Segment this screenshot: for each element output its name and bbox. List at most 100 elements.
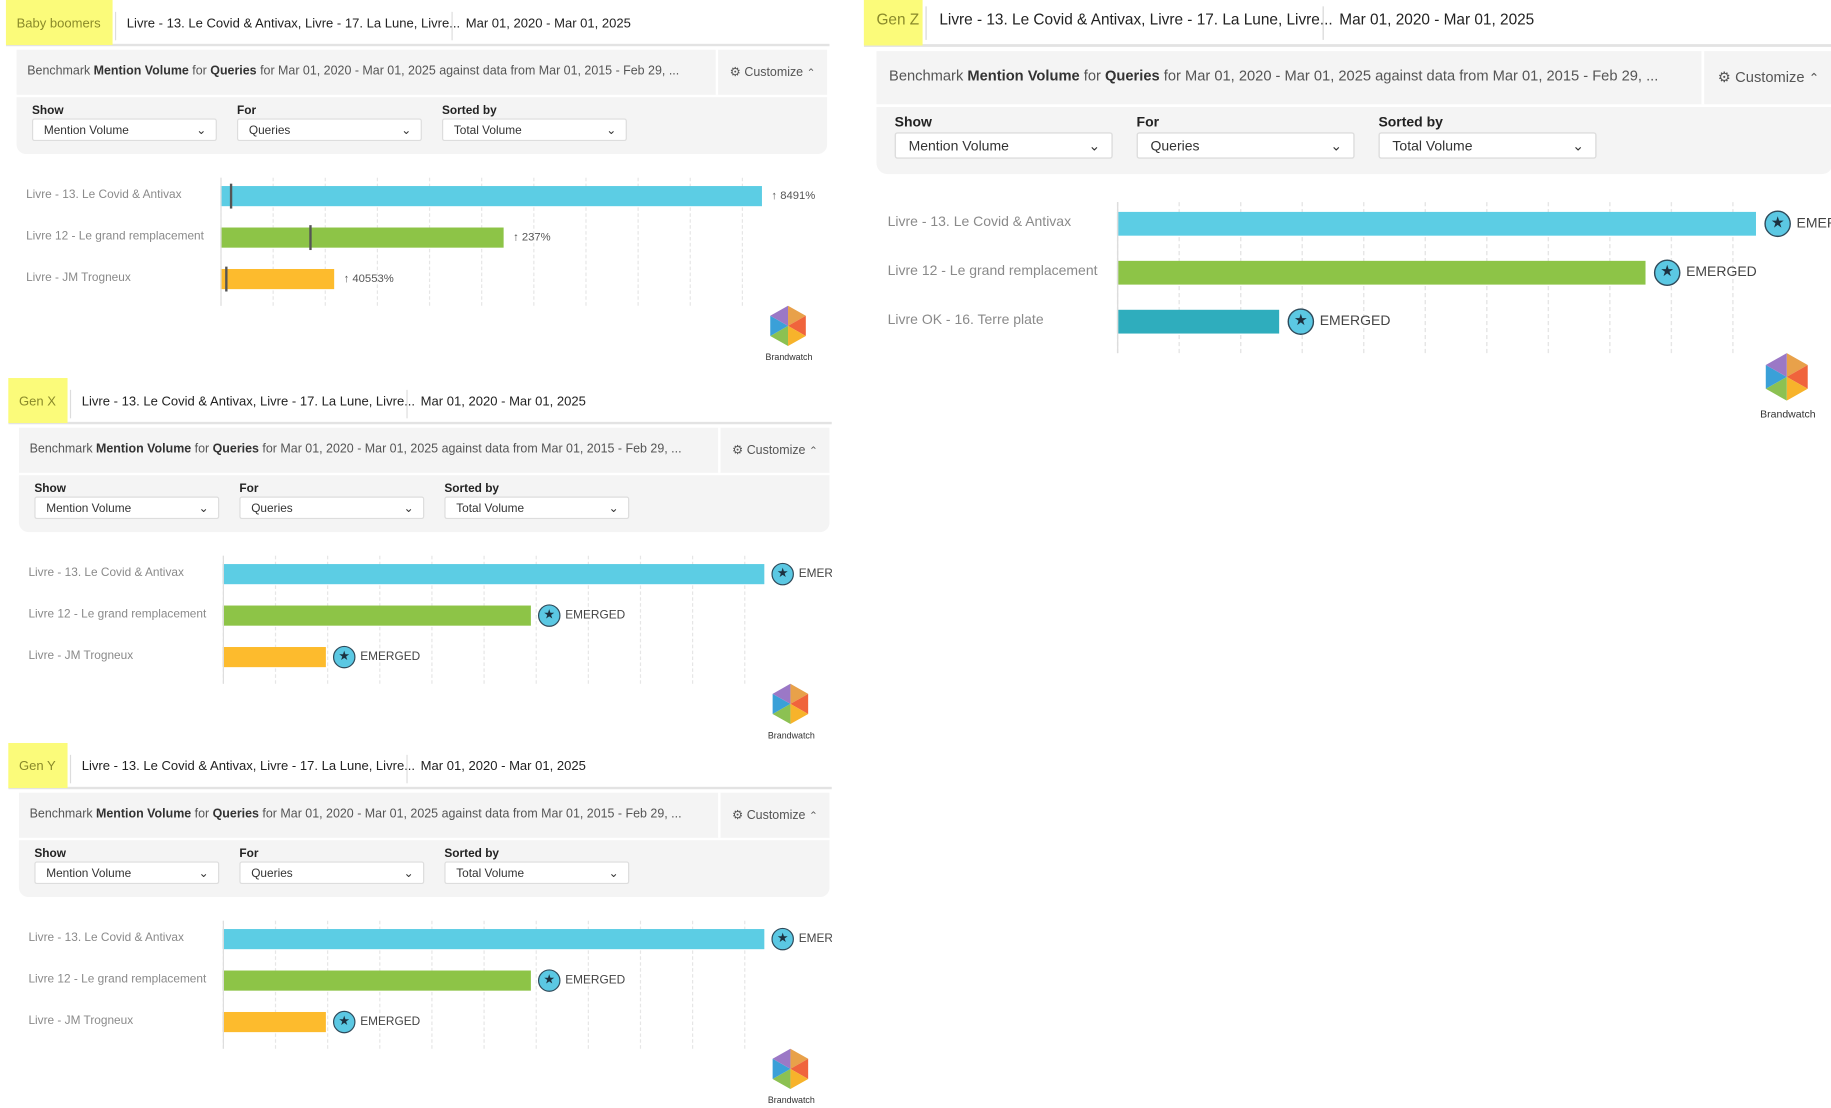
gridline xyxy=(744,920,746,1049)
emerged-label: EMER xyxy=(798,932,832,946)
dashboard: Benchmark Mention Volume for Queries for… xyxy=(5,0,1831,1106)
for-select-value: Queries xyxy=(251,867,293,881)
sorted-select[interactable]: Total Volume ⌄ xyxy=(1378,132,1597,159)
tab-segment[interactable]: Gen X xyxy=(18,394,56,409)
bar-livre-12-le-grand-remplacement[interactable] xyxy=(222,970,531,991)
benchmark-subject: Queries xyxy=(212,806,259,822)
panel-body: Benchmark Mention Volume for Queries for… xyxy=(8,752,832,1108)
emerged-badge: ★ EMERGED xyxy=(1287,308,1391,335)
emerged-badge: ★ EMERGED xyxy=(1653,259,1757,287)
change-label: ↑ 8491% xyxy=(771,189,816,203)
tab-queries[interactable]: Livre - 13. Le Covid & Antivax, Livre - … xyxy=(81,759,416,774)
row-label: Livre - 13. Le Covid & Antivax xyxy=(28,931,184,945)
benchmark-metric: Mention Volume xyxy=(93,63,189,79)
show-select[interactable]: Mention Volume ⌄ xyxy=(894,132,1113,159)
benchmark-header: Benchmark Mention Volume for Queries for… xyxy=(18,792,830,838)
for-select[interactable]: Queries ⌄ xyxy=(239,861,425,885)
sorted-select[interactable]: Total Volume ⌄ xyxy=(442,118,627,142)
tab-segment[interactable]: Gen Z xyxy=(876,11,920,29)
bar-livre-jm-trogneux[interactable] xyxy=(222,647,326,668)
customize-controls: Show Mention Volume ⌄ For Queries ⌄ Sorted by T… xyxy=(18,475,830,533)
show-select-value: Mention Volume xyxy=(908,139,1009,155)
benchmark-prefix: Benchmark xyxy=(889,67,968,85)
tab-date-range[interactable]: Mar 01, 2020 - Mar 01, 2025 xyxy=(1339,11,1535,29)
benchmark-suffix: for Mar 01, 2020 - Mar 01, 2025 against … xyxy=(1159,67,1659,85)
bar-livre-13-le-covid-antivax[interactable] xyxy=(222,564,765,585)
sorted-label: Sorted by xyxy=(1378,115,1443,131)
bar-livre-jm-trogneux[interactable] xyxy=(222,1011,326,1033)
sorted-select[interactable]: Total Volume ⌄ xyxy=(444,861,630,885)
bar-livre-12-le-grand-remplacement[interactable] xyxy=(1116,260,1646,285)
chevron-down-icon: ⌄ xyxy=(196,124,207,138)
tab-segment[interactable]: Baby boomers xyxy=(16,16,101,31)
gridline xyxy=(639,920,642,1049)
sorted-label: Sorted by xyxy=(442,104,497,118)
gridline xyxy=(1732,202,1734,354)
for-select[interactable]: Queries ⌄ xyxy=(239,496,425,520)
row-label: Livre OK - 16. Terre plate xyxy=(887,312,1044,328)
emerged-label: EMER xyxy=(798,567,832,581)
tab-date-range[interactable]: Mar 01, 2020 - Mar 01, 2025 xyxy=(465,16,631,31)
brandwatch-logo-icon xyxy=(767,305,810,348)
bar-livre-ok-16-terre-plate[interactable] xyxy=(1116,309,1280,334)
benchmark-header: Benchmark Mention Volume for Queries for… xyxy=(876,51,1831,105)
emerged-badge: ★ EMER xyxy=(771,562,832,586)
bar-livre-jm-trogneux[interactable] xyxy=(220,268,335,290)
chevron-down-icon: ⌄ xyxy=(1088,139,1101,155)
panel-gen-z: Benchmark Mention Volume for Queries for… xyxy=(863,0,1831,423)
show-select[interactable]: Mention Volume ⌄ xyxy=(34,496,220,520)
tab-separator xyxy=(69,389,72,419)
for-label: For xyxy=(236,104,257,118)
for-select[interactable]: Queries ⌄ xyxy=(236,118,422,142)
tab-queries[interactable]: Livre - 13. Le Covid & Antivax, Livre - … xyxy=(126,16,461,31)
sorted-select-value: Total Volume xyxy=(453,124,522,138)
emerged-label: EMERGED xyxy=(1319,313,1391,330)
customize-button[interactable]: ⚙ Customize ⌃ xyxy=(718,792,829,838)
tab-segment[interactable]: Gen Y xyxy=(18,759,56,774)
tab-queries[interactable]: Livre - 13. Le Covid & Antivax, Livre - … xyxy=(939,11,1333,29)
chart-axis xyxy=(222,555,224,684)
row-label: Livre - 13. Le Covid & Antivax xyxy=(887,214,1072,231)
benchmark-for: for xyxy=(188,63,211,79)
chart-axis xyxy=(220,177,222,306)
bar-livre-12-le-grand-remplacement[interactable] xyxy=(222,605,531,626)
for-select[interactable]: Queries ⌄ xyxy=(1136,132,1355,159)
gridline xyxy=(692,555,694,684)
benchmark-suffix: for Mar 01, 2020 - Mar 01, 2025 against … xyxy=(258,442,682,457)
gridline xyxy=(692,920,694,1049)
gridline xyxy=(587,555,589,684)
chevron-down-icon: ⌄ xyxy=(606,124,617,138)
bar-livre-13-le-covid-antivax[interactable] xyxy=(220,186,762,207)
show-select[interactable]: Mention Volume ⌄ xyxy=(34,861,220,885)
customize-button[interactable]: ⚙ Customize ⌃ xyxy=(1701,51,1831,105)
sorted-select[interactable]: Total Volume ⌄ xyxy=(444,496,630,520)
tab-date-range[interactable]: Mar 01, 2020 - Mar 01, 2025 xyxy=(420,759,586,774)
gear-icon: ⚙ xyxy=(1717,69,1731,87)
show-select-value: Mention Volume xyxy=(46,502,132,516)
change-label: ↑ 40553% xyxy=(343,272,394,286)
row-label: Livre - 13. Le Covid & Antivax xyxy=(26,188,182,202)
customize-button[interactable]: ⚙ Customize ⌃ xyxy=(718,427,829,473)
customize-button[interactable]: ⚙ Customize ⌃ xyxy=(715,49,827,95)
customize-label: Customize xyxy=(1735,69,1805,87)
for-select-value: Queries xyxy=(251,502,293,516)
show-select[interactable]: Mention Volume ⌄ xyxy=(31,118,217,142)
sorted-label: Sorted by xyxy=(444,482,500,496)
tab-separator xyxy=(406,389,408,419)
bar-livre-13-le-covid-antivax[interactable] xyxy=(222,929,765,950)
emerged-label: EMER xyxy=(1796,216,1831,232)
chevron-up-icon: ⌃ xyxy=(1808,69,1820,84)
brandwatch-label: Brandwatch xyxy=(767,1094,815,1106)
tab-date-range[interactable]: Mar 01, 2020 - Mar 01, 2025 xyxy=(420,394,586,409)
brandwatch-label: Brandwatch xyxy=(767,729,815,741)
bar-livre-13-le-covid-antivax[interactable] xyxy=(1116,211,1756,236)
benchmark-subject: Queries xyxy=(1104,67,1160,85)
chevron-down-icon: ⌄ xyxy=(608,867,619,881)
segment-highlight xyxy=(8,742,68,789)
gridline xyxy=(535,555,537,684)
tab-queries[interactable]: Livre - 13. Le Covid & Antivax, Livre - … xyxy=(81,394,416,409)
row-label: Livre 12 - Le grand remplacement xyxy=(26,229,204,243)
panel-body: Benchmark Mention Volume for Queries for… xyxy=(5,9,830,364)
benchmark-metric: Mention Volume xyxy=(967,67,1080,85)
bar-livre-12-le-grand-remplacement[interactable] xyxy=(220,227,504,248)
